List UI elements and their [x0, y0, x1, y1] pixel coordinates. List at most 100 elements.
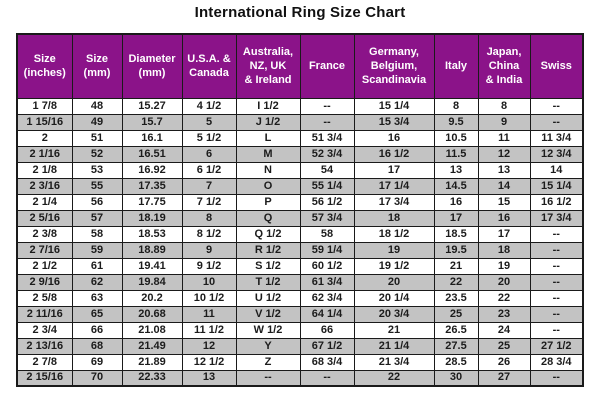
table-cell: 51 3/4 — [299, 129, 355, 147]
table-cell: V 1/2 — [235, 305, 301, 323]
table-row: 2 1/4 56 17.75 7 1/2 P 56 1/2 17 3/4 16 15 16 1/2 — [16, 193, 584, 211]
table-cell: 16.51 — [121, 145, 183, 163]
table-cell: 7 — [181, 177, 237, 195]
column-header: Italy — [433, 33, 479, 99]
table-cell: I 1/2 — [235, 97, 301, 115]
column-header: U.S.A. & Canada — [181, 33, 237, 99]
table-cell: 2 7/16 — [16, 241, 73, 259]
table-cell: 15.27 — [121, 97, 183, 115]
table-cell: 49 — [71, 113, 123, 131]
table-cell: 14 — [529, 161, 584, 179]
table-cell: 2 3/8 — [16, 225, 73, 243]
table-cell: 12 3/4 — [529, 145, 584, 163]
table-cell: 30 — [433, 369, 479, 387]
table-cell: 10 — [181, 273, 237, 291]
table-cell: 20 — [477, 273, 531, 291]
table-cell: 21 — [353, 321, 435, 339]
table-cell: Q — [235, 209, 301, 227]
table-cell: 16 1/2 — [529, 193, 584, 211]
table-cell: 16 — [477, 209, 531, 227]
table-cell: -- — [529, 369, 584, 387]
table-cell: 52 3/4 — [299, 145, 355, 163]
table-cell: 27 — [477, 369, 531, 387]
table-cell: 19 1/2 — [353, 257, 435, 275]
table-cell: 21 — [433, 257, 479, 275]
column-header: Germany, Belgium, Scandinavia — [353, 33, 435, 99]
table-cell: 8 — [181, 209, 237, 227]
table-row: 2 7/8 69 21.89 12 1/2 Z 68 3/4 21 3/4 28.5 26 28 … — [16, 353, 584, 371]
table-row: 1 7/8 48 15.27 4 1/2 I 1/2 -- 15 1/4 8 8 -- — [16, 97, 584, 115]
table-cell: 48 — [71, 97, 123, 115]
table-row: 2 1/2 61 19.41 9 1/2 S 1/2 60 1/2 19 1/2 21 19 -- — [16, 257, 584, 275]
table-cell: 16 1/2 — [353, 145, 435, 163]
table-cell: 8 — [477, 97, 531, 115]
table-cell: 70 — [71, 369, 123, 387]
table-row: 2 13/16 68 21.49 12 Y 67 1/2 21 1/4 27.5 25 27 1/… — [16, 337, 584, 355]
table-row: 2 51 16.1 5 1/2 L 51 3/4 16 10.5 11 11 3/4 — [16, 129, 584, 147]
table-cell: 56 — [71, 193, 123, 211]
table-cell: -- — [529, 257, 584, 275]
table-cell: 2 15/16 — [16, 369, 73, 387]
table-cell: 18.89 — [121, 241, 183, 259]
table-cell: 16 — [353, 129, 435, 147]
table-cell: 56 1/2 — [299, 193, 355, 211]
table-cell: -- — [299, 113, 355, 131]
table-cell: 12 — [181, 337, 237, 355]
table-cell: 17.35 — [121, 177, 183, 195]
table-cell: 19 — [477, 257, 531, 275]
table-cell: 18.53 — [121, 225, 183, 243]
table-cell: -- — [299, 369, 355, 387]
table-cell: 12 — [477, 145, 531, 163]
table-cell: 2 3/4 — [16, 321, 73, 339]
table-cell: 17 — [433, 209, 479, 227]
table-row: 2 5/16 57 18.19 8 Q 57 3/4 18 17 16 17 3/4 — [16, 209, 584, 227]
table-cell: 19.5 — [433, 241, 479, 259]
table-cell: 21.49 — [121, 337, 183, 355]
table-cell: 17 3/4 — [353, 193, 435, 211]
table-cell: 2 1/2 — [16, 257, 73, 275]
table-cell: 13 — [433, 161, 479, 179]
table-cell: 67 1/2 — [299, 337, 355, 355]
table-cell: 27.5 — [433, 337, 479, 355]
table-cell: -- — [529, 97, 584, 115]
table-cell: 6 — [181, 145, 237, 163]
table-cell: S 1/2 — [235, 257, 301, 275]
table-cell: 17.75 — [121, 193, 183, 211]
column-header: Australia, NZ, UK & Ireland — [235, 33, 301, 99]
table-cell: 65 — [71, 305, 123, 323]
table-cell: 15 1/4 — [353, 97, 435, 115]
table-cell: 66 — [299, 321, 355, 339]
table-cell: M — [235, 145, 301, 163]
table-row: 2 7/16 59 18.89 9 R 1/2 59 1/4 19 19.5 18 -- — [16, 241, 584, 259]
table-cell: 18 1/2 — [353, 225, 435, 243]
table-cell: 51 — [71, 129, 123, 147]
table-cell: 69 — [71, 353, 123, 371]
table-cell: 13 — [181, 369, 237, 387]
column-header: Diameter (mm) — [121, 33, 183, 99]
table-cell: T 1/2 — [235, 273, 301, 291]
table-cell: -- — [529, 321, 584, 339]
table-cell: 55 — [71, 177, 123, 195]
column-header: Swiss — [529, 33, 584, 99]
table-cell: 17 — [477, 225, 531, 243]
table-cell: 11 — [181, 305, 237, 323]
ring-size-table: Size (inches) Size (mm) Diameter (mm) U.S.A… — [16, 33, 584, 387]
table-header: Size (inches) Size (mm) Diameter (mm) U.S.A… — [16, 33, 584, 99]
table-cell: 15 3/4 — [353, 113, 435, 131]
table-cell: 26.5 — [433, 321, 479, 339]
table-cell: 25 — [477, 337, 531, 355]
table-cell: 22 — [477, 289, 531, 307]
column-header: Japan, China & India — [477, 33, 531, 99]
table-cell: 1 15/16 — [16, 113, 73, 131]
table-row: 1 15/16 49 15.7 5 J 1/2 -- 15 3/4 9.5 9 -- — [16, 113, 584, 131]
column-header: Size (inches) — [16, 33, 73, 99]
table-cell: W 1/2 — [235, 321, 301, 339]
table-cell: 2 5/8 — [16, 289, 73, 307]
table-row: 2 3/16 55 17.35 7 O 55 1/4 17 1/4 14.5 14 15 1/4 — [16, 177, 584, 195]
table-cell: 28.5 — [433, 353, 479, 371]
table-cell: 58 — [71, 225, 123, 243]
table-cell: 13 — [477, 161, 531, 179]
table-cell: 6 1/2 — [181, 161, 237, 179]
table-cell: 53 — [71, 161, 123, 179]
table-cell: 11 — [477, 129, 531, 147]
